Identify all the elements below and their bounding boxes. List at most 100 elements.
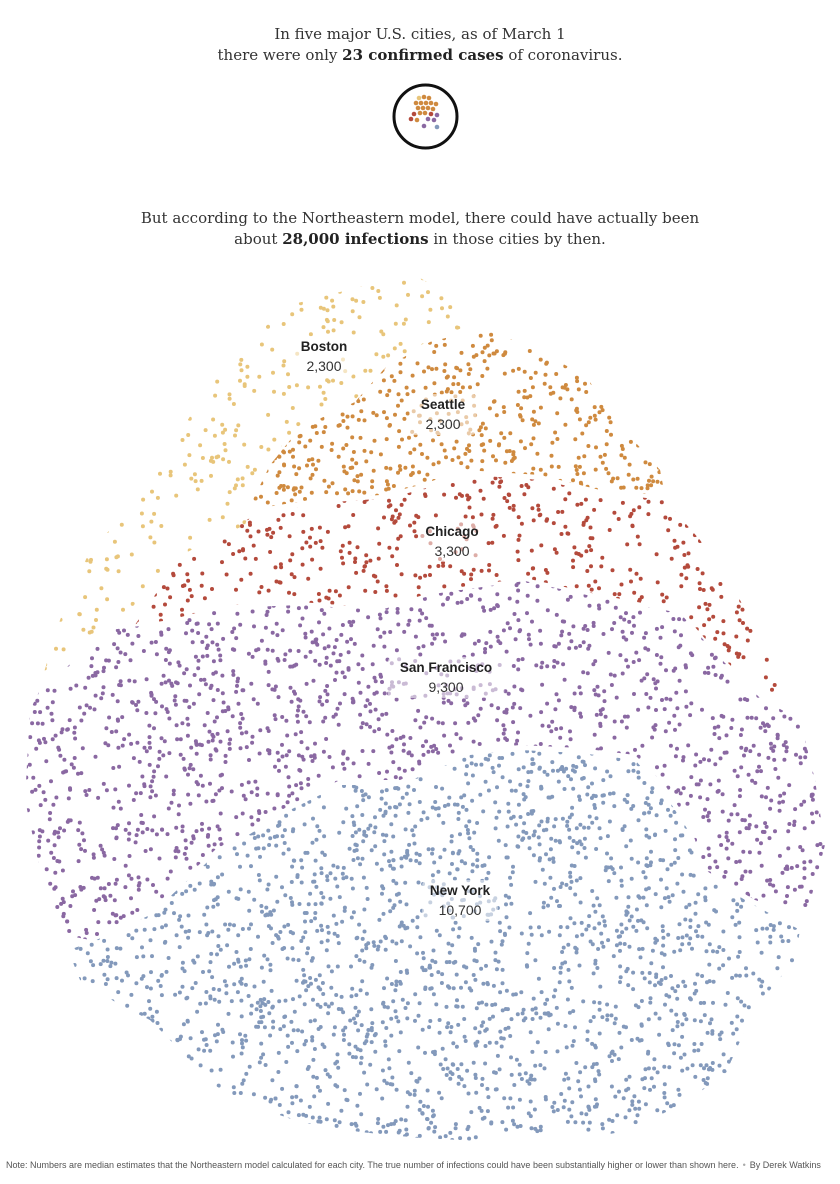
infection-dot [49, 779, 53, 784]
infection-dot [509, 667, 514, 672]
infection-dot [98, 843, 103, 848]
infection-dot [165, 876, 170, 881]
infection-dot [172, 698, 177, 703]
infection-dot [519, 687, 524, 692]
infection-dot [632, 641, 637, 646]
infection-dot [221, 855, 226, 860]
infection-dot [386, 486, 391, 491]
infection-dot [104, 557, 109, 562]
infection-dot [773, 889, 778, 894]
infection-dot [216, 454, 221, 459]
infection-dot [195, 621, 200, 626]
infection-dot [522, 395, 527, 400]
infection-dot [261, 354, 265, 358]
infection-dot [703, 495, 708, 500]
infection-dot [824, 880, 825, 885]
infection-dot [91, 625, 96, 630]
infection-dot [135, 620, 138, 625]
infection-dot [820, 630, 824, 635]
infection-dot [386, 324, 390, 328]
infection-dot [250, 740, 255, 745]
infection-dot [812, 770, 817, 775]
infection-dot [411, 868, 416, 873]
infection-dot [376, 478, 381, 483]
infection-dot [750, 559, 755, 564]
infection-dot [593, 769, 598, 774]
infection-dot [187, 416, 192, 421]
infection-dot [344, 593, 349, 598]
infection-dot [216, 886, 221, 891]
infection-dot [578, 691, 583, 696]
infection-dot [451, 626, 456, 631]
infection-dot [106, 586, 111, 591]
infection-dot [785, 885, 790, 890]
infection-dot [673, 637, 678, 642]
infection-dot [502, 435, 507, 440]
infection-dot [347, 540, 352, 545]
infection-dot [820, 754, 825, 759]
infection-dot [25, 861, 30, 866]
infection-dot [716, 549, 721, 554]
infection-dot [657, 321, 661, 325]
infection-dot [370, 335, 375, 340]
infection-dot [308, 685, 313, 690]
infection-dot [302, 582, 307, 587]
infection-dot [235, 679, 240, 684]
infection-dot [244, 447, 248, 451]
infection-dot [177, 278, 181, 281]
infection-dot [696, 484, 701, 489]
infection-dot [655, 867, 660, 872]
infection-dot [219, 586, 224, 591]
infection-dot [793, 807, 798, 812]
infection-dot [403, 893, 408, 898]
infection-dot [362, 490, 367, 495]
infection-dot [732, 490, 737, 495]
infection-dot [654, 511, 658, 515]
infection-dot [336, 873, 341, 878]
infection-dot [282, 501, 287, 506]
infection-dot [523, 446, 527, 451]
infection-dot [593, 467, 598, 472]
infection-dot [177, 691, 182, 695]
infection-dot [392, 520, 397, 525]
infection-dot [254, 648, 259, 653]
infection-dot [382, 410, 386, 415]
infection-dot [424, 504, 429, 509]
infection-dot [114, 836, 119, 841]
infection-dot [78, 644, 83, 649]
infection-dot [362, 640, 367, 645]
infection-dot [636, 443, 641, 448]
infection-dot [782, 757, 787, 762]
infection-dot [198, 773, 203, 778]
infection-dot [636, 754, 641, 759]
infection-dot [210, 587, 214, 591]
infection-dot [471, 605, 475, 609]
infection-dot [25, 644, 30, 649]
infection-dot [468, 367, 473, 372]
infection-dot [37, 839, 42, 844]
infection-dot [71, 390, 76, 395]
infection-dot [708, 661, 713, 666]
infection-dot [572, 650, 577, 655]
infection-dot [417, 627, 422, 632]
infection-dot [402, 547, 406, 551]
infection-dot [560, 509, 565, 514]
infection-dot [160, 827, 164, 832]
confirmed-case-dot [416, 95, 422, 101]
infection-dot [355, 525, 360, 530]
infection-dot [737, 859, 742, 864]
infection-dot [519, 770, 524, 775]
infection-dot [459, 350, 464, 355]
infection-dot [402, 768, 407, 773]
infection-dot [555, 660, 560, 665]
infection-dot [357, 926, 362, 931]
infection-dot [143, 536, 148, 541]
infection-dot [356, 608, 360, 613]
infection-dot [308, 927, 313, 932]
infection-dot [682, 617, 687, 622]
infection-dot [340, 670, 345, 675]
infection-dot [332, 596, 336, 601]
infection-dot [250, 471, 255, 476]
infection-dot [531, 466, 536, 471]
infection-dot [543, 652, 548, 657]
